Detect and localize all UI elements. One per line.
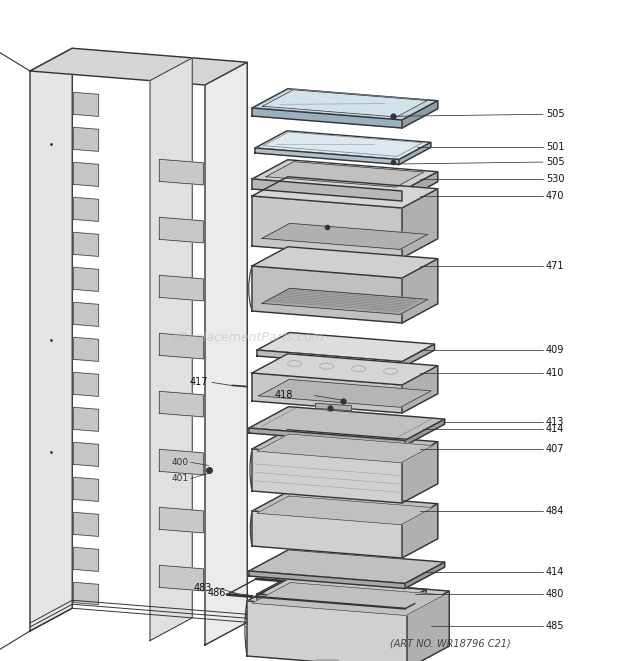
Polygon shape <box>74 547 99 571</box>
Polygon shape <box>252 449 402 503</box>
Polygon shape <box>402 344 435 368</box>
Polygon shape <box>74 267 99 292</box>
Polygon shape <box>252 179 402 201</box>
Polygon shape <box>159 449 203 475</box>
Polygon shape <box>74 128 99 151</box>
Text: 530: 530 <box>546 174 564 184</box>
Polygon shape <box>74 442 99 467</box>
Polygon shape <box>74 407 99 432</box>
Polygon shape <box>402 442 438 503</box>
Polygon shape <box>252 373 402 413</box>
Polygon shape <box>252 89 438 120</box>
Polygon shape <box>30 48 247 85</box>
Text: 471: 471 <box>546 260 564 270</box>
Polygon shape <box>205 62 247 645</box>
Text: 485: 485 <box>546 621 564 631</box>
Text: 418: 418 <box>275 389 293 399</box>
Polygon shape <box>74 582 99 605</box>
Polygon shape <box>74 198 99 221</box>
Polygon shape <box>252 492 438 523</box>
Polygon shape <box>159 565 203 591</box>
Polygon shape <box>74 337 99 362</box>
Polygon shape <box>74 512 99 536</box>
Polygon shape <box>74 163 99 186</box>
Text: 484: 484 <box>546 506 564 516</box>
Text: 409: 409 <box>546 345 564 355</box>
Polygon shape <box>74 233 99 256</box>
Polygon shape <box>74 302 99 327</box>
Text: 501: 501 <box>546 142 564 152</box>
Text: 480: 480 <box>546 589 564 599</box>
Polygon shape <box>402 366 438 413</box>
Polygon shape <box>159 159 203 185</box>
Polygon shape <box>405 419 445 446</box>
Text: 401: 401 <box>172 474 189 483</box>
Polygon shape <box>159 276 203 301</box>
Polygon shape <box>74 477 99 501</box>
Polygon shape <box>257 434 433 463</box>
Polygon shape <box>252 176 438 208</box>
Polygon shape <box>399 142 431 165</box>
Polygon shape <box>252 160 438 191</box>
Polygon shape <box>402 258 438 323</box>
Polygon shape <box>407 591 450 661</box>
Polygon shape <box>30 48 73 631</box>
Polygon shape <box>249 571 405 588</box>
Polygon shape <box>257 350 402 368</box>
Polygon shape <box>263 90 427 117</box>
Polygon shape <box>247 578 450 614</box>
Polygon shape <box>249 407 445 440</box>
Polygon shape <box>159 508 203 533</box>
Polygon shape <box>402 504 438 558</box>
Polygon shape <box>252 266 402 323</box>
Text: 470: 470 <box>546 190 564 200</box>
Polygon shape <box>252 354 438 385</box>
Polygon shape <box>262 288 428 315</box>
Polygon shape <box>74 372 99 397</box>
Polygon shape <box>159 391 203 417</box>
Polygon shape <box>259 379 431 407</box>
Polygon shape <box>252 108 402 128</box>
Text: 400: 400 <box>172 458 189 467</box>
Text: 417: 417 <box>190 377 208 387</box>
Text: 413: 413 <box>546 417 564 427</box>
Polygon shape <box>402 172 438 201</box>
Polygon shape <box>257 332 435 362</box>
Polygon shape <box>257 578 427 605</box>
Polygon shape <box>402 100 438 128</box>
Polygon shape <box>397 590 427 612</box>
Text: 486: 486 <box>207 588 226 598</box>
Polygon shape <box>255 131 431 159</box>
Polygon shape <box>257 594 397 612</box>
Polygon shape <box>249 550 445 584</box>
Polygon shape <box>252 430 438 461</box>
Polygon shape <box>266 162 424 187</box>
Polygon shape <box>257 496 433 525</box>
Text: (ART NO. WR18796 C21): (ART NO. WR18796 C21) <box>389 638 510 648</box>
Polygon shape <box>247 601 407 661</box>
Text: eReplacementParts.com: eReplacementParts.com <box>172 330 324 344</box>
Text: 483: 483 <box>194 582 213 592</box>
FancyBboxPatch shape <box>315 660 339 661</box>
Polygon shape <box>402 189 438 258</box>
Polygon shape <box>252 196 402 258</box>
Polygon shape <box>252 511 402 558</box>
Text: 414: 414 <box>546 567 564 577</box>
Text: 407: 407 <box>546 444 564 453</box>
Text: 414: 414 <box>546 424 564 434</box>
Polygon shape <box>252 582 445 615</box>
Polygon shape <box>159 217 203 243</box>
Polygon shape <box>252 247 438 278</box>
Polygon shape <box>262 223 428 249</box>
Polygon shape <box>249 428 405 446</box>
Polygon shape <box>74 93 99 116</box>
Text: 410: 410 <box>546 368 564 377</box>
Text: 505: 505 <box>546 109 565 119</box>
Polygon shape <box>405 562 445 588</box>
Polygon shape <box>159 333 203 359</box>
Text: 505: 505 <box>546 157 565 167</box>
Polygon shape <box>316 403 352 410</box>
Polygon shape <box>255 148 399 165</box>
Polygon shape <box>150 58 192 641</box>
